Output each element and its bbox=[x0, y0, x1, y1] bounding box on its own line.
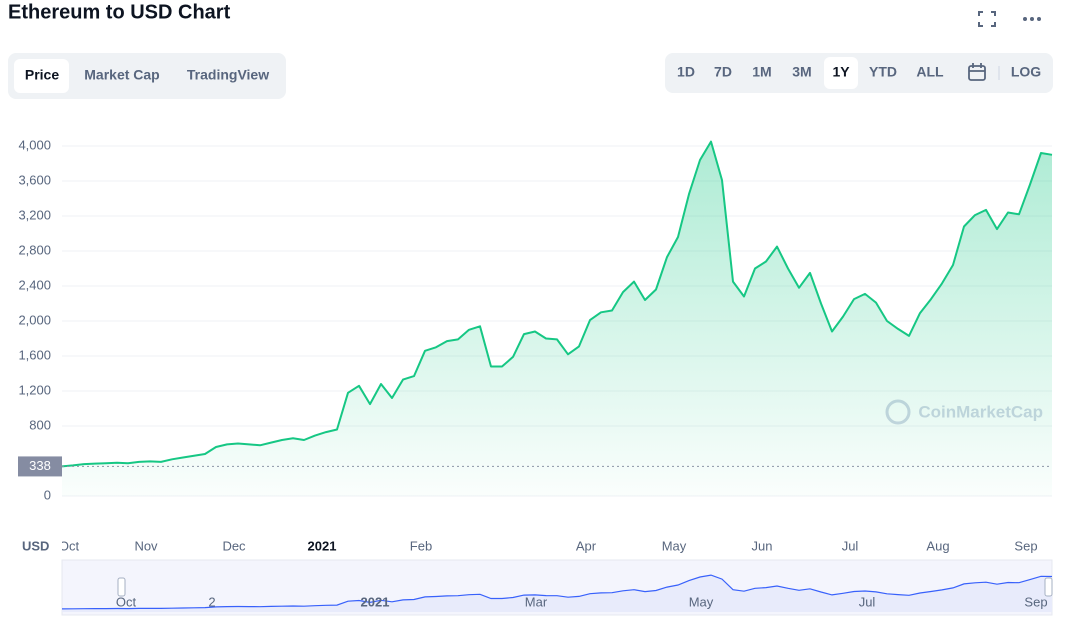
y-tick-label: 0 bbox=[44, 487, 51, 502]
range-button[interactable]: 3M bbox=[792, 64, 811, 80]
range-button[interactable]: 7D bbox=[714, 64, 732, 80]
x-axis-mask bbox=[0, 536, 62, 556]
range-button[interactable]: LOG bbox=[1011, 64, 1041, 80]
navigator-area bbox=[62, 575, 1052, 612]
navigator-label: May bbox=[689, 594, 714, 609]
x-tick-label: Jun bbox=[752, 538, 773, 553]
x-tick-label: Dec bbox=[222, 538, 246, 553]
y-tick-label: 2,800 bbox=[18, 242, 51, 257]
x-tick-label: Feb bbox=[410, 538, 432, 553]
tab[interactable]: TradingView bbox=[187, 67, 269, 83]
currency-label: USD bbox=[22, 538, 49, 553]
price-marker-box bbox=[18, 456, 62, 477]
more-button[interactable] bbox=[1023, 17, 1041, 21]
y-tick-label: 1,200 bbox=[18, 382, 51, 397]
x-tick-label: Oct bbox=[59, 538, 80, 553]
navigator-label: 2021 bbox=[361, 594, 390, 609]
y-tick-label: 3,600 bbox=[18, 172, 51, 187]
x-tick-label: Aug bbox=[926, 538, 949, 553]
navigator-label: Mar bbox=[525, 594, 548, 609]
range-button[interactable]: YTD bbox=[869, 64, 897, 80]
navigator-label: Sep bbox=[1024, 594, 1047, 609]
x-tick-label: Nov bbox=[134, 538, 158, 553]
range-button[interactable]: 1Y bbox=[832, 64, 850, 80]
range-active bbox=[824, 57, 858, 89]
calendar-button[interactable] bbox=[968, 63, 986, 81]
y-tick-label: 1,600 bbox=[18, 347, 51, 362]
navigator-handle[interactable] bbox=[1044, 577, 1053, 597]
range-group bbox=[665, 53, 1053, 93]
range-button[interactable]: ALL bbox=[916, 64, 944, 80]
x-tick-label: May bbox=[662, 538, 687, 553]
x-tick-label: Jul bbox=[842, 538, 859, 553]
y-tick-label: 800 bbox=[29, 417, 51, 432]
chart-title: Ethereum to USD Chart bbox=[8, 1, 231, 23]
price-marker-label: 338 bbox=[29, 458, 51, 473]
navigator-handle[interactable] bbox=[117, 577, 126, 597]
price-area bbox=[62, 141, 1052, 496]
range-button[interactable]: 1D bbox=[677, 64, 695, 80]
navigator-line bbox=[61, 574, 1053, 610]
tab-active bbox=[14, 59, 69, 93]
y-tick-label: 2,400 bbox=[18, 277, 51, 292]
tab[interactable]: Price bbox=[25, 67, 59, 83]
navigator-label: 2 bbox=[208, 594, 215, 609]
x-tick-label: Sep bbox=[1014, 538, 1037, 553]
x-tick-label: Apr bbox=[576, 538, 597, 553]
y-tick-label: 3,200 bbox=[18, 207, 51, 222]
y-tick-label: 4,000 bbox=[18, 137, 51, 152]
navigator-label: Jul bbox=[859, 594, 876, 609]
tab-group bbox=[8, 53, 286, 99]
navigator-label: Oct bbox=[116, 594, 137, 609]
price-line bbox=[61, 140, 1053, 468]
tab[interactable]: Market Cap bbox=[84, 67, 159, 83]
fullscreen-button[interactable] bbox=[978, 11, 996, 27]
y-tick-label: 2,000 bbox=[18, 312, 51, 327]
x-tick-label: 2021 bbox=[308, 538, 337, 553]
range-button[interactable]: 1M bbox=[752, 64, 771, 80]
